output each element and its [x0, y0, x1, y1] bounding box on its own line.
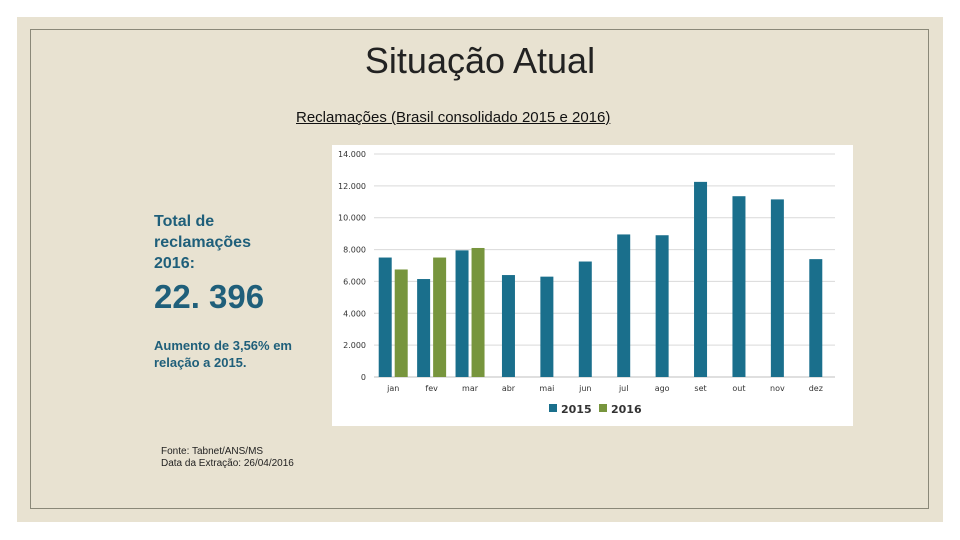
bar-2015-ago — [655, 235, 669, 377]
y-tick-label: 6.000 — [343, 277, 366, 286]
x-tick-label: fev — [425, 384, 438, 393]
y-tick-label: 8.000 — [343, 246, 366, 255]
legend-swatch-2016 — [599, 404, 607, 412]
x-tick-label: jun — [578, 384, 591, 393]
bar-2015-fev — [417, 279, 431, 377]
bar-2015-set — [694, 181, 708, 377]
increase-note: Aumento de 3,56% em relação a 2015. — [154, 338, 292, 370]
legend-label-2016: 2016 — [611, 403, 642, 416]
bar-2016-jan — [394, 269, 408, 377]
y-tick-label: 10.000 — [338, 214, 366, 223]
y-tick-label: 14.000 — [338, 150, 366, 159]
bar-2015-jan — [378, 257, 392, 377]
x-tick-label: mar — [462, 384, 479, 393]
extraction-date-line: Data da Extração: 26/04/2016 — [161, 458, 294, 469]
y-tick-label: 2.000 — [343, 341, 366, 350]
legend-label-2015: 2015 — [561, 403, 592, 416]
x-tick-label: mai — [539, 384, 554, 393]
chart-title: Reclamações (Brasil consolidado 2015 e 2… — [296, 109, 611, 126]
legend-swatch-2015 — [549, 404, 557, 412]
bar-chart: 14.000 12.000 10.000 8.000 6.000 4.000 2.000 0 j… — [332, 145, 853, 426]
bar-2015-out — [732, 196, 746, 377]
y-tick-label: 0 — [361, 373, 366, 382]
x-tick-label: jul — [618, 384, 629, 393]
bar-chart-svg: 14.000 12.000 10.000 8.000 6.000 4.000 2.000 0 j… — [338, 150, 835, 416]
bar-2015-abr — [501, 275, 515, 377]
bar-2015-nov — [770, 199, 784, 377]
total-complaints-label: Total de reclamações 2016: — [154, 213, 251, 272]
x-tick-label: jan — [386, 384, 399, 393]
slide-title: Situação Atual — [364, 40, 596, 81]
bar-2016-fev — [433, 257, 447, 377]
total-complaints-value: 22. 396 — [154, 278, 265, 315]
bar-2015-jul — [617, 234, 631, 377]
bar-2015-mai — [540, 276, 554, 377]
bar-2015-dez — [809, 259, 823, 377]
y-tick-label: 12.000 — [338, 182, 366, 191]
x-tick-label: nov — [770, 384, 785, 393]
x-tick-label: out — [732, 384, 745, 393]
bar-2015-jun — [578, 261, 592, 377]
slide-frame — [30, 29, 929, 509]
bar-2016-mar — [471, 247, 485, 377]
x-tick-label: dez — [809, 384, 823, 393]
x-tick-label: set — [694, 384, 706, 393]
bar-2015-mar — [455, 250, 469, 377]
source-line: Fonte: Tabnet/ANS/MS — [161, 446, 264, 457]
source-note: Fonte: Tabnet/ANS/MS Data da Extração: 2… — [161, 446, 294, 470]
x-tick-label: ago — [655, 384, 670, 393]
y-tick-label: 4.000 — [343, 309, 366, 318]
x-tick-label: abr — [502, 384, 516, 393]
